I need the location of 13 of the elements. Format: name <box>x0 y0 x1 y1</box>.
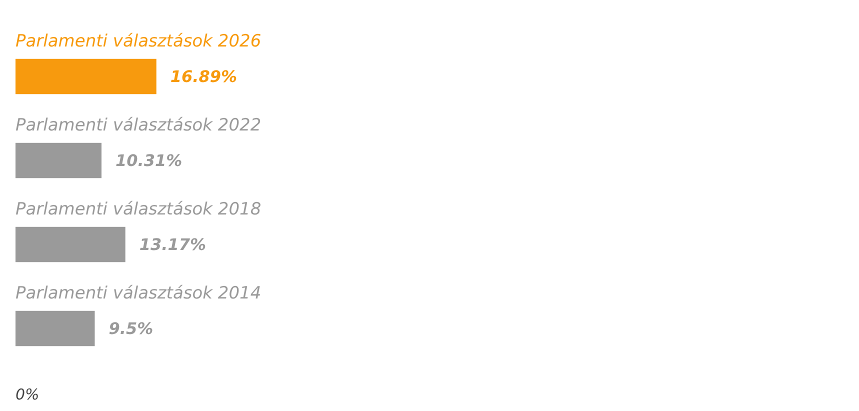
bar <box>16 142 102 178</box>
y-tick-label: Parlamenti választások 2022 <box>16 115 262 136</box>
bar <box>16 58 156 94</box>
y-tick-label: Parlamenti választások 2014 <box>16 283 262 304</box>
text: 0% <box>16 386 40 404</box>
y-tick-label: Parlamenti választások 2018 <box>16 199 262 220</box>
y-tick-label: Parlamenti választások 2026 <box>16 31 262 52</box>
bar <box>16 310 95 346</box>
data-label: 13.17% <box>139 235 206 254</box>
data-label: 16.89% <box>170 67 238 86</box>
data-label: 10.31% <box>115 151 182 170</box>
data-label: 9.5% <box>108 319 154 338</box>
bar <box>16 226 126 262</box>
